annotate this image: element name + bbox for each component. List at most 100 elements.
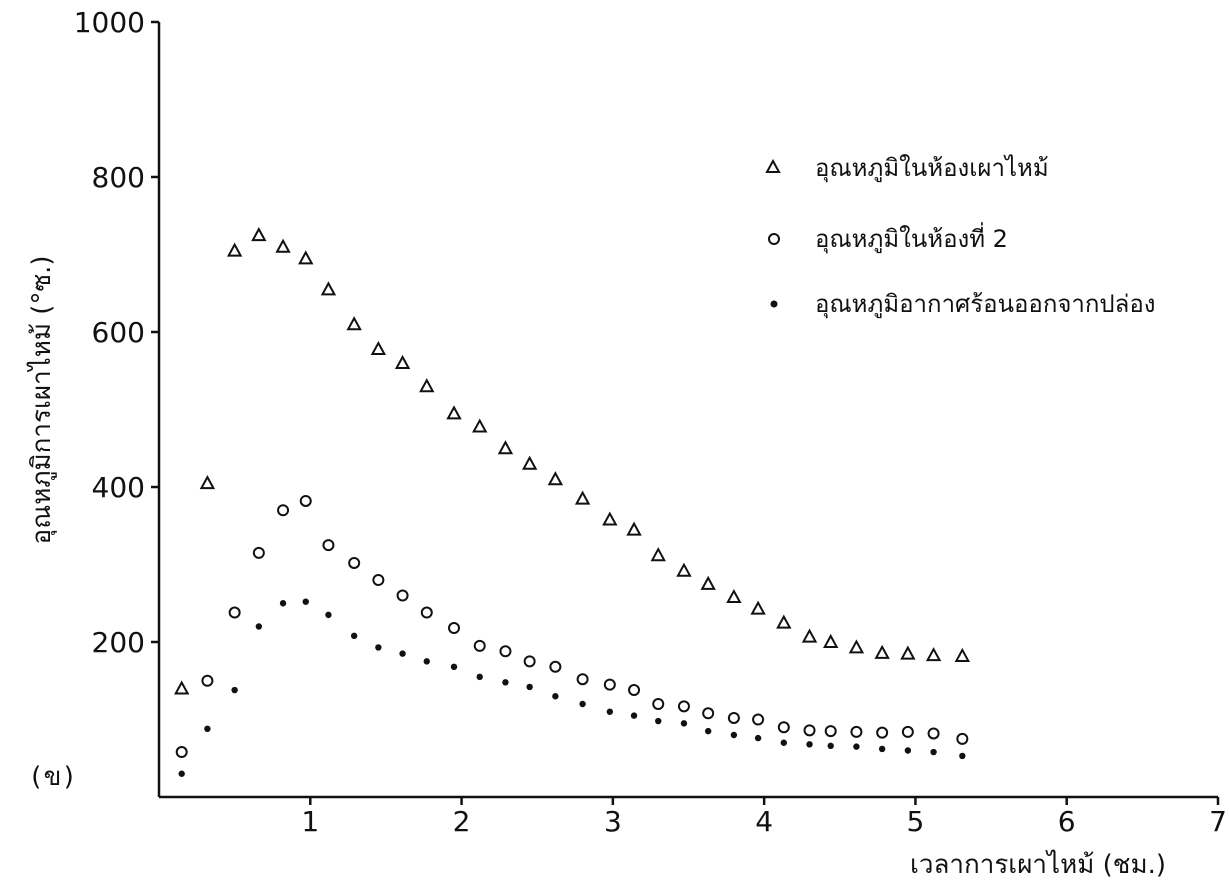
series-1-point-20 [676, 562, 692, 577]
series-3-point-11 [450, 663, 458, 670]
series-1-point-30 [925, 647, 942, 662]
series-2-point-16 [576, 673, 589, 686]
series-3-point-12 [476, 673, 483, 681]
series-1-point-1 [199, 475, 216, 490]
series-2-point-25 [803, 724, 816, 737]
series-1-point-27 [848, 639, 865, 654]
series-1-point-16 [574, 490, 591, 505]
series-3-point-31 [959, 752, 966, 760]
y-tick-label-4: 1000 [74, 6, 145, 39]
series-3-point-26 [827, 742, 834, 750]
series-3-point-16 [579, 700, 586, 708]
series-1-point-17 [602, 511, 618, 526]
series-2-point-27 [850, 725, 863, 738]
series-2-point-6 [322, 539, 335, 552]
series-1-point-9 [394, 354, 411, 369]
y-tick-label-0: 200 [92, 626, 145, 659]
series-3-point-27 [853, 743, 860, 750]
series-3-point-10 [423, 658, 430, 665]
series-2-point-7 [348, 556, 361, 569]
series-3-point-5 [302, 598, 309, 605]
series-1-point-7 [346, 316, 362, 331]
data-points [174, 227, 971, 777]
series-1-point-21 [700, 575, 716, 590]
legend-label-1: อุณหภูมิในห้องเผาไหม้ [815, 154, 1049, 183]
series-3-point-14 [526, 683, 533, 691]
x-tick-label-6: 7 [1209, 805, 1227, 838]
series-1-point-5 [298, 250, 314, 265]
series-2-point-24 [777, 721, 790, 734]
series-1-point-6 [320, 281, 337, 296]
series-1-point-15 [547, 471, 564, 486]
series-1-point-10 [419, 378, 435, 393]
legend-item-3: อุณหภูมิอากาศร้อนออกจากปล่อง [770, 290, 1156, 319]
x-tick-label-4: 5 [907, 805, 925, 838]
series-1-point-19 [650, 547, 666, 562]
series-3-point-0 [178, 770, 185, 777]
series-2-point-30 [927, 727, 940, 740]
series-1-point-4 [275, 238, 291, 253]
x-tick-label-3: 4 [755, 805, 773, 838]
series-1-point-14 [521, 455, 538, 470]
series-3-point-17 [606, 708, 614, 715]
series-1-point-31 [954, 647, 971, 662]
series-3-point-20 [680, 720, 688, 727]
legend-item-1: อุณหภูมิในห้องเผาไหม้ [765, 154, 1049, 183]
series-2-point-18 [628, 684, 641, 697]
series-1-point-29 [900, 645, 916, 660]
series-3-point-13 [502, 679, 509, 686]
series-3-point-22 [730, 731, 738, 739]
series-3-point-24 [780, 739, 788, 746]
series-3-point-30 [930, 748, 937, 756]
y-axis-title: อุณหภูมิการเผาไหม้ (°ซ.) [26, 256, 57, 545]
series-3-point-6 [325, 611, 332, 619]
series-3-point-1 [204, 725, 211, 732]
series-2-point-19 [652, 698, 665, 710]
legend: อุณหภูมิในห้องเผาไหม้ อุณหภูมิในห้องที่ … [765, 154, 1156, 319]
series-1-point-12 [472, 418, 488, 433]
series-3-point-19 [655, 717, 662, 725]
series-1-point-18 [626, 521, 642, 536]
x-tick-label-5: 6 [1058, 805, 1076, 838]
series-2-point-21 [702, 707, 715, 720]
series-3-point-2 [231, 686, 238, 694]
series-3-point-18 [630, 712, 638, 719]
series-2-point-2 [228, 606, 241, 619]
legend-label-2: อุณหภูมิในห้องที่ 2 [815, 222, 1008, 254]
y-tick-label-1: 400 [92, 471, 145, 504]
series-2-point-9 [396, 589, 409, 602]
series-2-point-12 [473, 639, 486, 652]
series-3-point-4 [279, 600, 287, 607]
series-3-point-29 [904, 747, 912, 754]
series-1-point-24 [776, 614, 792, 629]
series-1-point-8 [370, 340, 387, 356]
x-tick-label-0: 1 [301, 805, 319, 838]
series-3-point-23 [754, 734, 762, 742]
legend-item-2: อุณหภูมิในห้องที่ 2 [768, 222, 1008, 254]
series-2-point-4 [277, 504, 290, 517]
series-1-point-13 [497, 440, 514, 455]
series-1-point-11 [446, 405, 462, 420]
series-2-point-0 [175, 746, 188, 759]
series-2-point-17 [603, 678, 616, 691]
series-2-point-1 [201, 674, 214, 687]
series-3-point-25 [806, 741, 813, 748]
series-1-point-3 [251, 227, 267, 242]
series-2-point-15 [549, 660, 562, 673]
series-1-point-26 [823, 633, 839, 648]
series-2-point-13 [499, 645, 512, 658]
x-tick-label-2: 3 [604, 805, 622, 838]
series-2-point-23 [752, 713, 765, 726]
series-3-point-21 [704, 727, 712, 735]
y-tick-label-2: 600 [92, 316, 145, 349]
series-2-point-8 [372, 574, 385, 586]
series-2-point-20 [677, 700, 690, 713]
series-1-point-25 [801, 628, 818, 643]
series-2-point-14 [523, 655, 536, 668]
series-2-point-3 [252, 546, 265, 559]
series-1-point-23 [750, 600, 766, 615]
series-2-point-5 [299, 494, 312, 507]
series-3-point-7 [350, 632, 358, 639]
series-2-point-31 [956, 732, 969, 745]
x-tick-label-1: 2 [453, 805, 471, 838]
